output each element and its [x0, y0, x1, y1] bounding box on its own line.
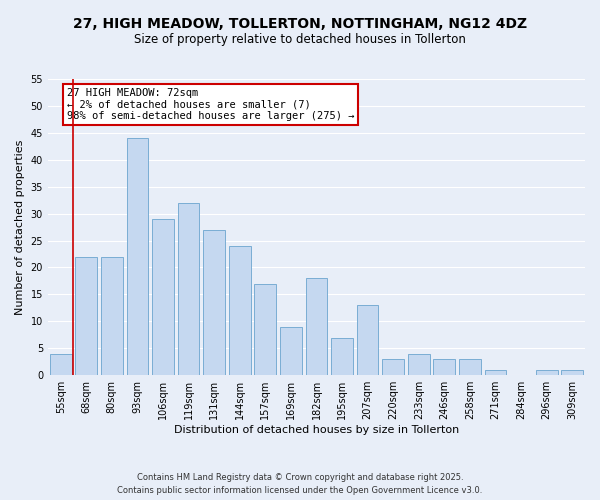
- Bar: [408, 354, 430, 375]
- Bar: [203, 230, 225, 375]
- Text: Contains HM Land Registry data © Crown copyright and database right 2025.: Contains HM Land Registry data © Crown c…: [137, 472, 463, 482]
- Text: 27, HIGH MEADOW, TOLLERTON, NOTTINGHAM, NG12 4DZ: 27, HIGH MEADOW, TOLLERTON, NOTTINGHAM, …: [73, 18, 527, 32]
- Text: 27 HIGH MEADOW: 72sqm
← 2% of detached houses are smaller (7)
98% of semi-detach: 27 HIGH MEADOW: 72sqm ← 2% of detached h…: [67, 88, 354, 121]
- Text: Contains public sector information licensed under the Open Government Licence v3: Contains public sector information licen…: [118, 486, 482, 495]
- Bar: [229, 246, 251, 375]
- Bar: [76, 256, 97, 375]
- Bar: [331, 338, 353, 375]
- Y-axis label: Number of detached properties: Number of detached properties: [15, 140, 25, 315]
- Bar: [536, 370, 557, 375]
- Bar: [127, 138, 148, 375]
- Bar: [101, 256, 123, 375]
- Bar: [305, 278, 328, 375]
- Bar: [433, 359, 455, 375]
- Bar: [178, 203, 199, 375]
- Bar: [459, 359, 481, 375]
- Bar: [280, 326, 302, 375]
- Bar: [485, 370, 506, 375]
- Text: Size of property relative to detached houses in Tollerton: Size of property relative to detached ho…: [134, 32, 466, 46]
- Bar: [152, 219, 174, 375]
- Bar: [382, 359, 404, 375]
- Bar: [357, 305, 379, 375]
- X-axis label: Distribution of detached houses by size in Tollerton: Distribution of detached houses by size …: [174, 425, 459, 435]
- Bar: [50, 354, 71, 375]
- Bar: [562, 370, 583, 375]
- Bar: [254, 284, 276, 375]
